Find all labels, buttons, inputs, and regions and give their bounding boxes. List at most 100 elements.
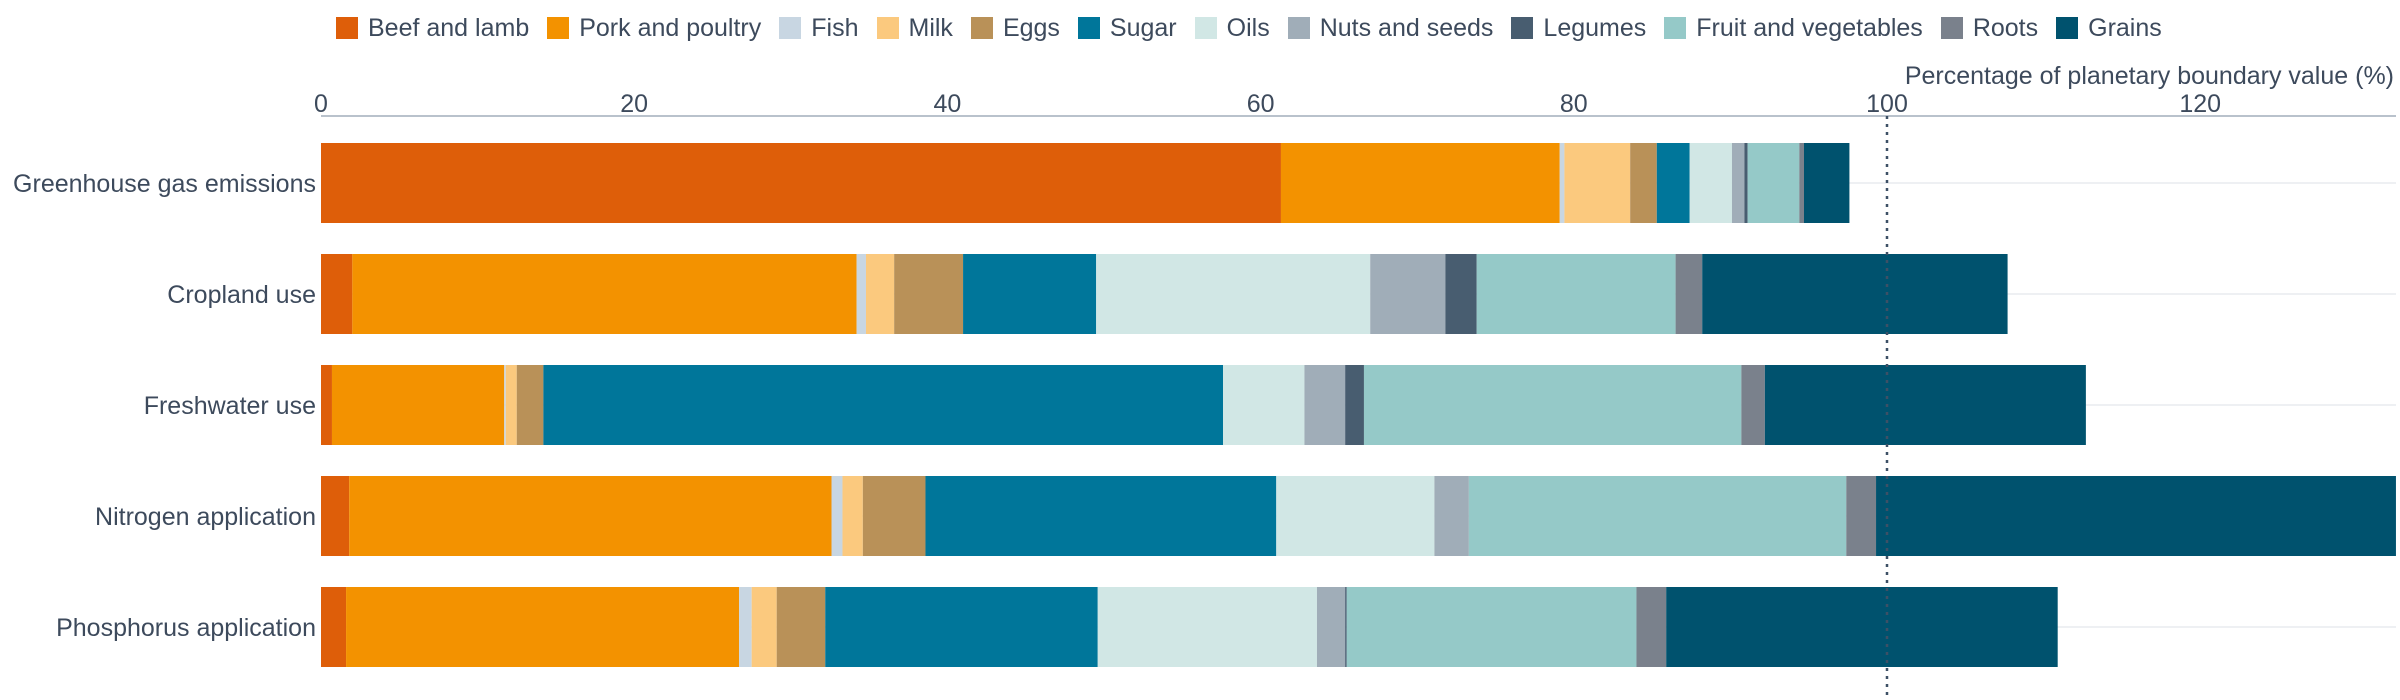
bar-phosphorus-application-beef-and-lamb [321, 587, 347, 667]
bar-phosphorus-application-eggs [776, 587, 826, 667]
legend-swatch [970, 17, 993, 39]
category-label-greenhouse-gas-emissions: Greenhouse gas emissions [13, 170, 316, 198]
bar-nitrogen-application-milk [842, 476, 863, 556]
legend-swatch [1077, 17, 1100, 39]
bar-freshwater-use-fish [504, 365, 506, 445]
bar-freshwater-use-pork-and-poultry [331, 365, 505, 445]
bar-nitrogen-application-nuts-and-seeds [1434, 476, 1469, 556]
bar-freshwater-use-beef-and-lamb [321, 365, 332, 445]
legend-item-fruit-and-vegetables: Fruit and vegetables [1664, 14, 1923, 43]
bar-freshwater-use-fruit-and-vegetables [1363, 365, 1742, 445]
legend-label: Sugar [1109, 13, 1177, 42]
bar-freshwater-use-roots [1741, 365, 1765, 445]
legend-label: Nuts and seeds [1319, 13, 1494, 42]
bar-greenhouse-gas-emissions-roots [1799, 143, 1805, 223]
legend-swatch [1511, 17, 1534, 39]
x-tick-label: 0 [314, 90, 328, 118]
legend-label: Grains [2088, 13, 2162, 42]
bar-cropland-use-nuts-and-seeds [1370, 254, 1446, 334]
category-labels: Greenhouse gas emissions Cropland use Fres… [13, 170, 316, 642]
x-tick-label: 120 [2179, 90, 2221, 118]
bar-nitrogen-application-fish [831, 476, 843, 556]
bar-freshwater-use-nuts-and-seeds [1304, 365, 1346, 445]
bar-phosphorus-application-sugar [825, 587, 1098, 667]
bar-greenhouse-gas-emissions-grains [1804, 143, 1850, 223]
legend-label: Milk [908, 13, 953, 42]
bar-phosphorus-application-grains [1666, 587, 2058, 667]
legend-label: Oils [1226, 13, 1270, 42]
bar-nitrogen-application-fruit-and-vegetables [1468, 476, 1847, 556]
legend-swatch [336, 17, 358, 39]
bar-freshwater-use-grains [1764, 365, 2086, 445]
bar-greenhouse-gas-emissions-oils [1689, 143, 1732, 223]
category-label-cropland-use: Cropland use [167, 281, 316, 309]
bar-greenhouse-gas-emissions-pork-and-poultry [1280, 143, 1560, 223]
legend-item-pork-and-poultry: Pork and poultry [547, 14, 761, 43]
legend-label: Beef and lamb [368, 13, 530, 42]
legend-swatch [1664, 17, 1687, 39]
legend-label: Roots [1972, 13, 2039, 42]
x-tick-label: 20 [620, 90, 648, 118]
bar-cropland-use-pork-and-poultry [352, 254, 857, 334]
bar-freshwater-use-sugar [543, 365, 1224, 445]
bar-phosphorus-application-fruit-and-vegetables [1346, 587, 1637, 667]
bar-phosphorus-application-oils [1097, 587, 1317, 667]
legend: Beef and lamb Pork and poultry Fish Milk Egg… [336, 10, 2180, 46]
x-tick-label: 80 [1560, 90, 1588, 118]
bar-phosphorus-application-legumes [1345, 587, 1347, 667]
legend-item-grains: Grains [2056, 14, 2162, 43]
category-label-phosphorus-application: Phosphorus application [56, 614, 316, 642]
legend-swatch [779, 17, 802, 39]
bar-cropland-use-grains [1702, 254, 2008, 334]
x-axis: Percentage of planetary boundary value (… [321, 62, 2396, 117]
bar-cropland-use-milk [865, 254, 895, 334]
bar-greenhouse-gas-emissions-milk [1564, 143, 1631, 223]
legend-label: Fruit and vegetables [1696, 13, 1923, 42]
legend-item-eggs: Eggs [970, 14, 1060, 43]
bar-nitrogen-application-sugar [925, 476, 1277, 556]
bar-phosphorus-application-roots [1636, 587, 1667, 667]
legend-swatch [2056, 17, 2079, 39]
bar-phosphorus-application-milk [751, 587, 777, 667]
category-label-nitrogen-application: Nitrogen application [95, 503, 316, 531]
legend-swatch [547, 17, 570, 39]
legend-swatch [1194, 17, 1217, 39]
bar-nitrogen-application-oils [1276, 476, 1435, 556]
bar-nitrogen-application-pork-and-poultry [349, 476, 832, 556]
bar-nitrogen-application-grains [1876, 476, 2396, 556]
bar-cropland-use-fish [856, 254, 866, 334]
bar-phosphorus-application-pork-and-poultry [346, 587, 740, 667]
bar-cropland-use-oils [1096, 254, 1371, 334]
legend-item-sugar: Sugar [1077, 13, 1177, 43]
x-tick-labels: 0 20 40 60 80 100 120 [314, 90, 2221, 118]
legend-item-nuts-and-seeds: Nuts and seeds [1287, 13, 1494, 43]
bar-phosphorus-application-fish [739, 587, 752, 667]
legend-item-legumes: Legumes [1511, 14, 1646, 43]
bar-nitrogen-application-roots [1846, 476, 1877, 556]
legend-item-milk: Milk [876, 13, 953, 43]
legend-swatch [1287, 17, 1310, 39]
bar-freshwater-use-eggs [516, 365, 544, 445]
legend-item-roots: Roots [1940, 13, 2039, 43]
legend-swatch [876, 17, 899, 39]
bar-freshwater-use-legumes [1345, 365, 1364, 445]
bar-greenhouse-gas-emissions-fish [1559, 143, 1565, 223]
bar-greenhouse-gas-emissions-eggs [1630, 143, 1657, 223]
bar-cropland-use-legumes [1445, 254, 1477, 334]
bar-greenhouse-gas-emissions-nuts-and-seeds [1731, 143, 1745, 223]
x-tick-label: 40 [933, 90, 961, 118]
x-tick-label: 60 [1247, 90, 1275, 118]
bar-nitrogen-application-eggs [862, 476, 926, 556]
x-tick-label: 100 [1866, 90, 1908, 118]
legend-label: Pork and poultry [579, 13, 762, 42]
bar-greenhouse-gas-emissions-fruit-and-vegetables [1747, 143, 1800, 223]
bar-cropland-use-roots [1675, 254, 1703, 334]
legend-item-fish: Fish [779, 14, 859, 43]
legend-swatch [1940, 17, 1963, 39]
bar-greenhouse-gas-emissions-legumes [1744, 143, 1748, 223]
bar-freshwater-use-oils [1223, 365, 1305, 445]
legend-item-oils: Oils [1194, 13, 1270, 43]
bar-phosphorus-application-nuts-and-seeds [1316, 587, 1346, 667]
bar-nitrogen-application-beef-and-lamb [321, 476, 350, 556]
bars [321, 143, 2396, 667]
